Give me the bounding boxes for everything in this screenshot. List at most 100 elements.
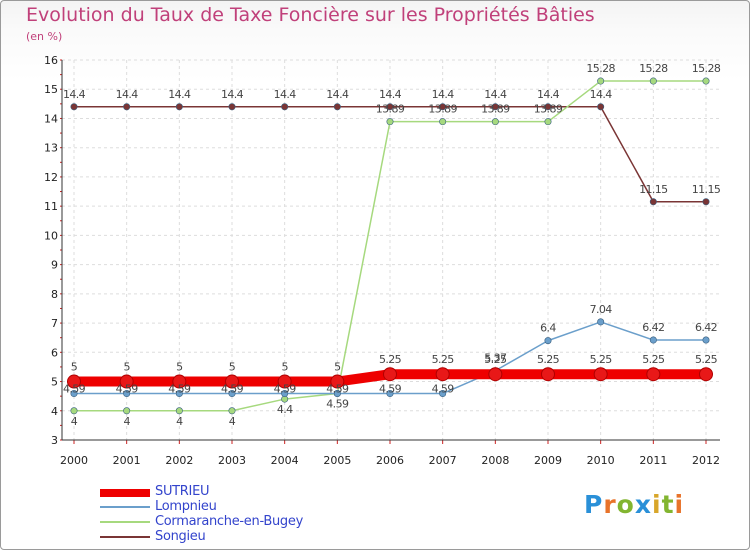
y-tick-label: 7 [51, 317, 58, 330]
data-point-sutrieu[interactable] [277, 374, 292, 389]
data-point-songieu[interactable] [333, 103, 341, 111]
data-point-songieu[interactable] [123, 103, 131, 111]
data-label-lompnieu: 4.59 [168, 383, 191, 396]
data-label-songieu: 14.4 [379, 88, 402, 101]
data-point-songieu[interactable] [649, 198, 657, 206]
data-label-lompnieu: 6.42 [695, 321, 717, 334]
data-point-songieu[interactable] [228, 103, 236, 111]
data-point-songieu[interactable] [70, 103, 78, 111]
data-label-lompnieu: 4.59 [326, 383, 349, 396]
data-point-lompnieu[interactable] [386, 390, 394, 398]
data-label-lompnieu: 5.37 [484, 352, 507, 365]
y-tick-label: 4 [51, 405, 58, 418]
data-point-cormaranche-en-bugey[interactable] [70, 407, 78, 415]
y-tick-label: 13 [44, 142, 58, 155]
y-tick-label: 6 [51, 346, 58, 359]
data-label-cormaranche-en-bugey: 13.89 [481, 103, 510, 116]
data-point-lompnieu[interactable] [702, 336, 710, 344]
data-point-cormaranche-en-bugey[interactable] [439, 118, 447, 126]
y-tick-label: 15 [44, 83, 58, 96]
data-label-songieu: 14.4 [168, 88, 191, 101]
legend-label-lompnieu: Lompnieu [155, 499, 217, 514]
y-tick-label: 16 [44, 54, 58, 67]
data-point-sutrieu[interactable] [593, 367, 608, 382]
data-point-cormaranche-en-bugey[interactable] [544, 118, 552, 126]
data-label-songieu: 14.4 [484, 88, 507, 101]
data-point-sutrieu[interactable] [119, 374, 134, 389]
data-point-sutrieu[interactable] [435, 367, 450, 382]
data-label-cormaranche-en-bugey: 15.28 [692, 62, 721, 75]
data-label-songieu: 14.4 [274, 88, 297, 101]
data-label-lompnieu: 4.59 [432, 383, 455, 396]
y-tick-label: 5 [51, 376, 58, 389]
data-point-sutrieu[interactable] [225, 374, 239, 389]
data-point-cormaranche-en-bugey[interactable] [175, 407, 183, 415]
data-point-lompnieu[interactable] [649, 336, 657, 344]
data-point-songieu[interactable] [597, 103, 605, 111]
legend-item-cormaranche[interactable]: Cormaranche-en-Bugey [100, 514, 400, 530]
data-label-songieu: 14.4 [537, 88, 560, 101]
data-label-lompnieu: 6.4 [540, 322, 556, 335]
x-tick-label: 2007 [429, 454, 457, 467]
x-tick-label: 2003 [218, 454, 246, 467]
data-point-cormaranche-en-bugey[interactable] [491, 118, 499, 126]
legend-label-sutrieu: SUTRIEU [155, 484, 210, 499]
data-point-sutrieu[interactable] [383, 367, 397, 382]
data-point-sutrieu[interactable] [699, 367, 713, 382]
data-point-lompnieu[interactable] [70, 390, 78, 398]
data-point-cormaranche-en-bugey[interactable] [597, 77, 605, 85]
y-tick-label: 8 [51, 288, 58, 301]
data-label-sutrieu: 5 [176, 361, 183, 374]
data-point-songieu[interactable] [386, 103, 394, 111]
data-point-lompnieu[interactable] [175, 390, 183, 398]
data-point-sutrieu[interactable] [541, 367, 555, 382]
data-point-lompnieu[interactable] [228, 390, 236, 398]
data-label-songieu: 14.4 [432, 88, 455, 101]
legend-swatch-lompnieu [100, 506, 150, 508]
data-point-songieu[interactable] [175, 103, 183, 111]
data-label-sutrieu: 5.25 [432, 353, 455, 366]
data-point-lompnieu[interactable] [281, 390, 289, 398]
data-point-lompnieu[interactable] [439, 390, 447, 398]
legend: SUTRIEU Lompnieu Cormaranche-en-Bugey So… [100, 484, 400, 545]
data-label-lompnieu: 7.04 [590, 303, 613, 316]
data-point-songieu[interactable] [491, 103, 499, 111]
data-point-cormaranche-en-bugey[interactable] [702, 77, 710, 85]
data-point-songieu[interactable] [439, 103, 447, 111]
data-label-cormaranche-en-bugey: 13.89 [428, 103, 457, 116]
x-tick-label: 2008 [481, 454, 509, 467]
data-point-songieu[interactable] [544, 103, 552, 111]
data-point-songieu[interactable] [702, 198, 710, 206]
data-label-cormaranche-en-bugey: 4 [123, 415, 130, 428]
x-tick-label: 2011 [639, 454, 667, 467]
data-label-cormaranche-en-bugey: 4 [229, 415, 236, 428]
data-point-cormaranche-en-bugey[interactable] [228, 407, 236, 415]
y-tick-label: 3 [51, 434, 58, 447]
data-label-songieu: 14.4 [326, 88, 349, 101]
data-point-sutrieu[interactable] [330, 374, 345, 389]
data-label-songieu: 14.4 [116, 88, 139, 101]
data-label-cormaranche-en-bugey: 4.59 [326, 398, 349, 411]
y-tick-label: 12 [44, 171, 58, 184]
data-point-sutrieu[interactable] [67, 374, 81, 389]
data-label-cormaranche-en-bugey: 4 [71, 415, 78, 428]
data-point-sutrieu[interactable] [646, 367, 661, 382]
data-point-lompnieu[interactable] [597, 318, 605, 326]
y-axis-unit: (en %) [26, 30, 63, 43]
legend-item-sutrieu[interactable]: SUTRIEU [100, 484, 400, 500]
data-point-songieu[interactable] [281, 103, 289, 111]
data-point-lompnieu[interactable] [544, 337, 552, 345]
x-tick-label: 2012 [692, 454, 720, 467]
data-point-cormaranche-en-bugey[interactable] [649, 77, 657, 85]
legend-item-songieu[interactable]: Songieu [100, 529, 400, 545]
legend-item-lompnieu[interactable]: Lompnieu [100, 499, 400, 515]
data-label-sutrieu: 5.25 [537, 353, 560, 366]
data-point-sutrieu[interactable] [488, 367, 503, 382]
data-point-sutrieu[interactable] [172, 374, 187, 389]
data-point-lompnieu[interactable] [123, 390, 131, 398]
data-point-lompnieu[interactable] [333, 390, 341, 398]
data-point-cormaranche-en-bugey[interactable] [386, 118, 394, 126]
data-point-cormaranche-en-bugey[interactable] [123, 407, 131, 415]
